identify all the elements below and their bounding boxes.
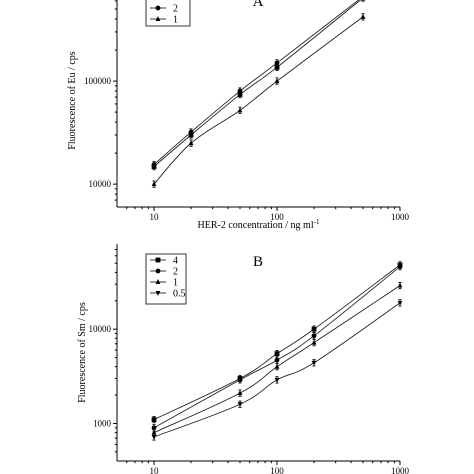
data-point — [274, 351, 280, 357]
data-point — [397, 264, 403, 270]
legend-label: 4 — [173, 256, 178, 267]
data-point — [311, 360, 317, 366]
series-line — [153, 266, 401, 429]
series-1 — [151, 13, 366, 188]
legend-marker — [155, 5, 161, 11]
legend-marker — [155, 257, 161, 263]
x-tick-label: 10 — [150, 466, 160, 474]
data-point — [397, 282, 403, 288]
data-point — [360, 13, 366, 19]
legend-marker — [155, 279, 161, 284]
series-line — [153, 264, 401, 420]
series-line — [153, 0, 360, 165]
legend-label: 1 — [173, 278, 178, 289]
series-unlabeled — [151, 0, 366, 171]
data-point — [311, 333, 317, 339]
y-axis-label: Fluorescence of Sm / cps — [77, 302, 88, 403]
data-point — [151, 425, 157, 431]
legend-label: 0.5 — [173, 289, 186, 300]
x-tick-label: 10 — [150, 212, 160, 222]
legend-label: 2 — [173, 4, 178, 15]
data-point — [311, 326, 317, 332]
legend-box — [145, 253, 187, 305]
y-tick-label: 100000 — [84, 76, 112, 86]
x-axis-label: HER-2 concentration / ng ml-1 — [198, 218, 320, 231]
data-point — [151, 417, 157, 422]
data-point — [274, 377, 280, 383]
data-point — [188, 140, 194, 146]
data-point — [397, 300, 403, 306]
x-tick-label: 100 — [270, 212, 284, 222]
y-tick-label: 10000 — [89, 324, 112, 334]
x-tick-label: 100 — [270, 466, 284, 474]
x-tick-label: 1000 — [391, 466, 410, 474]
y-tick-label: 1000 — [93, 418, 112, 428]
data-point — [274, 64, 280, 70]
legend-label: 1 — [173, 15, 178, 26]
data-point — [237, 377, 243, 383]
legend-marker — [155, 291, 161, 296]
series-line — [153, 0, 362, 167]
data-point — [151, 164, 157, 169]
y-tick-label: 10000 — [89, 179, 112, 189]
data-point — [274, 78, 280, 84]
legend-marker — [155, 268, 161, 274]
data-point — [311, 339, 317, 345]
series-4 — [151, 261, 403, 424]
data-point — [151, 181, 157, 187]
chart-panel-a: 10 100 1000 10000 100000 HER-2 concentration … — [67, 0, 410, 231]
data-point — [237, 390, 243, 396]
data-point — [188, 132, 194, 138]
series-0-5 — [151, 299, 403, 441]
data-point — [274, 357, 280, 363]
legend-marker — [155, 16, 161, 21]
panel-label: A — [253, 0, 264, 10]
data-point — [237, 107, 243, 113]
data-point — [237, 402, 243, 408]
legend-label: 2 — [173, 267, 178, 278]
series-1 — [151, 281, 403, 437]
legend-box — [145, 0, 191, 27]
panel-label: B — [253, 254, 263, 270]
data-point — [151, 434, 157, 440]
series-2 — [151, 263, 403, 432]
y-axis-label: Fluorescence of Eu / cps — [67, 51, 78, 149]
legend: 21 — [145, 0, 191, 27]
data-point — [274, 363, 280, 369]
data-point — [237, 92, 243, 97]
x-tick-label: 1000 — [391, 212, 410, 222]
series-line — [153, 16, 364, 185]
